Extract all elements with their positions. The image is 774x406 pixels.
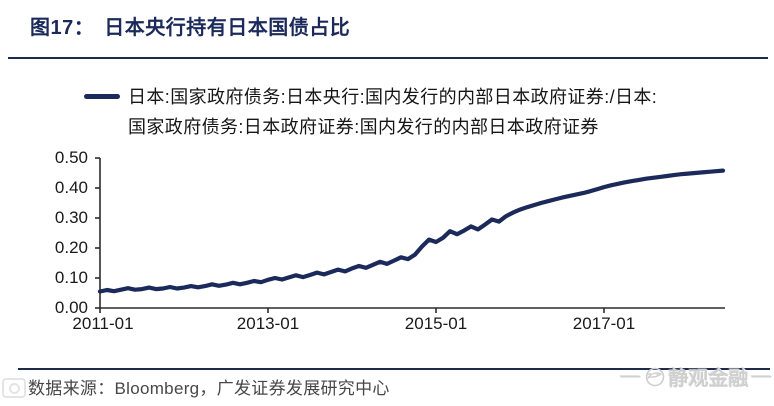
watermark-dash-left: —: [620, 364, 641, 387]
source-text: 数据来源：Bloomberg，广发证券发展研究中心: [28, 379, 390, 398]
brand-name: 静观金融: [668, 367, 749, 390]
y-tick-label: 0.10: [54, 268, 88, 287]
brand-watermark: — 静观金融 —: [616, 352, 774, 400]
legend-label-line2: 国家政府债务:日本政府证券:国内发行的内部日本政府证券: [128, 117, 599, 137]
legend-line-swatch: [84, 94, 120, 99]
line-chart: [95, 157, 726, 313]
figure-label: 图17：: [30, 17, 95, 39]
page-title: 图17： 日本央行持有日本国债占比: [30, 11, 350, 40]
plot-area: 0.00 0.10 0.20 0.30 0.40 0.50 2011-01 2013-01 2…: [38, 148, 754, 352]
chart-legend: 日本:国家政府债务:日本央行:国内发行的内部日本政府证券:/日本: 国家政府债务…: [128, 82, 657, 142]
x-tick-label: 2011-01: [72, 314, 134, 333]
y-tick-label: 0.00: [54, 298, 88, 317]
watermark-stamp-icon: [2, 378, 26, 398]
figure-title: 日本央行持有日本国债占比: [104, 17, 351, 39]
watermark-dash-right: —: [751, 364, 772, 387]
data-series-line: [97, 168, 726, 294]
y-tick-label: 0.50: [54, 148, 88, 167]
title-separator: [8, 57, 768, 59]
x-tick-label: 2013-01: [236, 314, 300, 333]
y-tick-label: 0.20: [54, 238, 88, 257]
footer-separator: [18, 368, 770, 370]
y-tick-label: 0.30: [54, 208, 88, 227]
legend-label-line1: 日本:国家政府债务:日本央行:国内发行的内部日本政府证券:/日本:: [128, 87, 658, 107]
x-tick-label: 2015-01: [404, 314, 468, 333]
bird-logo-icon: [645, 367, 664, 387]
x-tick-label: 2017-01: [572, 314, 636, 333]
y-tick-label: 0.40: [54, 178, 88, 197]
